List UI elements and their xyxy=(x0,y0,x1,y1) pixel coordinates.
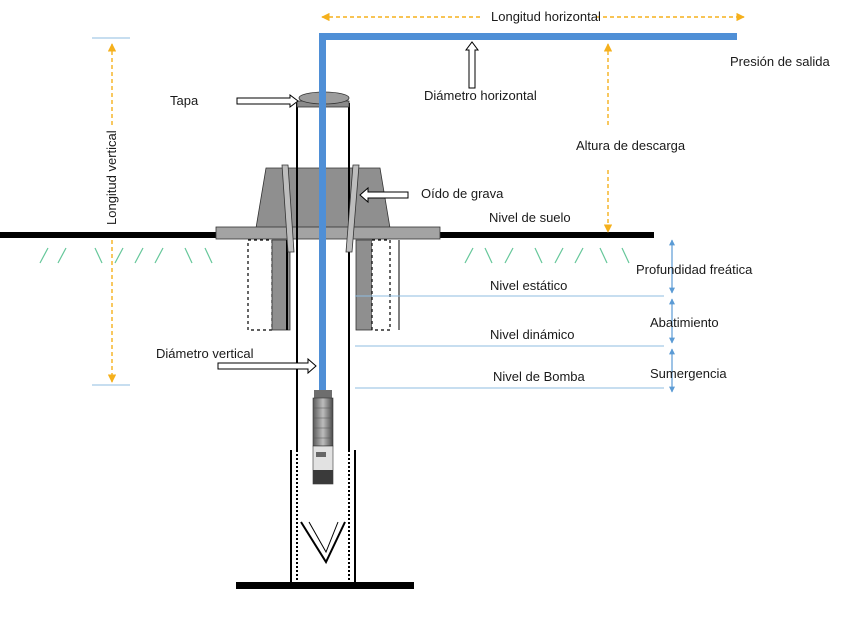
label-nivel-bomba: Nivel de Bomba xyxy=(493,369,585,384)
label-diametro-horizontal: Diámetro horizontal xyxy=(424,88,537,103)
diametro-horizontal-arrow xyxy=(465,41,479,89)
label-diametro-vertical: Diámetro vertical xyxy=(156,346,254,361)
callout-arrows xyxy=(217,41,479,375)
label-longitud-horizontal: Longitud horizontal xyxy=(491,9,601,24)
tapa-arrow xyxy=(236,94,299,108)
label-altura-descarga: Altura de descarga xyxy=(576,138,686,153)
well-casing xyxy=(286,103,356,585)
oido-grava-arrow xyxy=(359,186,409,204)
label-abatimiento: Abatimiento xyxy=(650,315,719,330)
orange-dimension-arrows xyxy=(107,12,745,383)
gravel-feed-tubes xyxy=(281,164,360,253)
label-oido-grava: Oído de grava xyxy=(421,186,504,201)
label-nivel-dinamico: Nivel dinámico xyxy=(490,327,575,342)
label-nivel-estatico: Nivel estático xyxy=(490,278,568,293)
label-presion-salida: Presión de salida xyxy=(730,54,830,69)
label-sumergencia: Sumergencia xyxy=(650,366,727,381)
label-profundidad-freatica: Profundidad freática xyxy=(636,262,753,277)
label-tapa: Tapa xyxy=(170,93,199,108)
label-nivel-suelo: Nivel de suelo xyxy=(489,210,571,225)
ground-line xyxy=(0,232,654,238)
gravel-pack-cap xyxy=(215,167,441,240)
grass-marks xyxy=(39,247,630,264)
vertical-length-ticks xyxy=(92,37,130,386)
label-longitud-vertical: Longitud vertical xyxy=(104,130,119,225)
base-plate xyxy=(236,582,414,589)
discharge-pipe xyxy=(319,33,737,393)
gravel-pack xyxy=(247,239,400,331)
well-bottom-cone xyxy=(300,521,346,565)
water-level-lines xyxy=(355,295,664,389)
diametro-vertical-arrow xyxy=(217,357,317,375)
submersible-pump xyxy=(312,390,334,485)
